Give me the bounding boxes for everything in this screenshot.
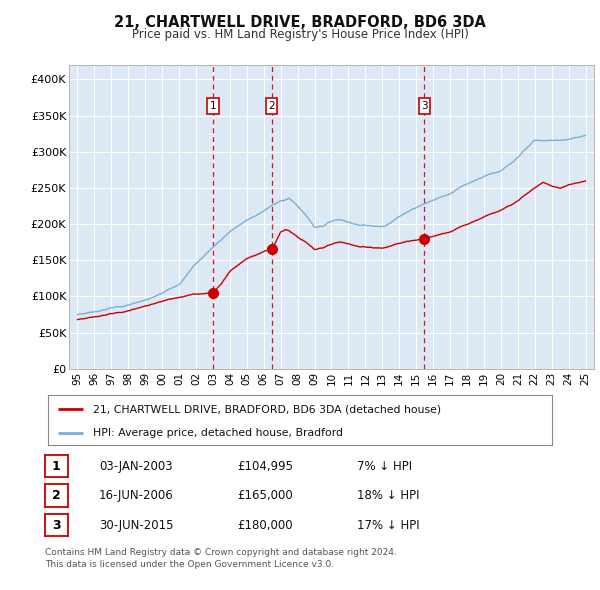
Text: 3: 3 (421, 101, 428, 111)
Text: 30-JUN-2015: 30-JUN-2015 (99, 519, 173, 532)
Text: £104,995: £104,995 (237, 460, 293, 473)
Text: Contains HM Land Registry data © Crown copyright and database right 2024.
This d: Contains HM Land Registry data © Crown c… (45, 548, 397, 569)
Text: 17% ↓ HPI: 17% ↓ HPI (357, 519, 419, 532)
Text: 3: 3 (52, 519, 61, 532)
Text: 7% ↓ HPI: 7% ↓ HPI (357, 460, 412, 473)
Text: 21, CHARTWELL DRIVE, BRADFORD, BD6 3DA: 21, CHARTWELL DRIVE, BRADFORD, BD6 3DA (114, 15, 486, 30)
Text: 2: 2 (268, 101, 275, 111)
Text: HPI: Average price, detached house, Bradford: HPI: Average price, detached house, Brad… (94, 428, 343, 438)
Text: £165,000: £165,000 (237, 489, 293, 502)
Text: 21, CHARTWELL DRIVE, BRADFORD, BD6 3DA (detached house): 21, CHARTWELL DRIVE, BRADFORD, BD6 3DA (… (94, 404, 442, 414)
Text: 2: 2 (52, 489, 61, 502)
Text: Price paid vs. HM Land Registry's House Price Index (HPI): Price paid vs. HM Land Registry's House … (131, 28, 469, 41)
Text: 1: 1 (52, 460, 61, 473)
Text: 16-JUN-2006: 16-JUN-2006 (99, 489, 174, 502)
Text: 03-JAN-2003: 03-JAN-2003 (99, 460, 173, 473)
Text: 18% ↓ HPI: 18% ↓ HPI (357, 489, 419, 502)
Text: £180,000: £180,000 (237, 519, 293, 532)
Text: 1: 1 (210, 101, 217, 111)
